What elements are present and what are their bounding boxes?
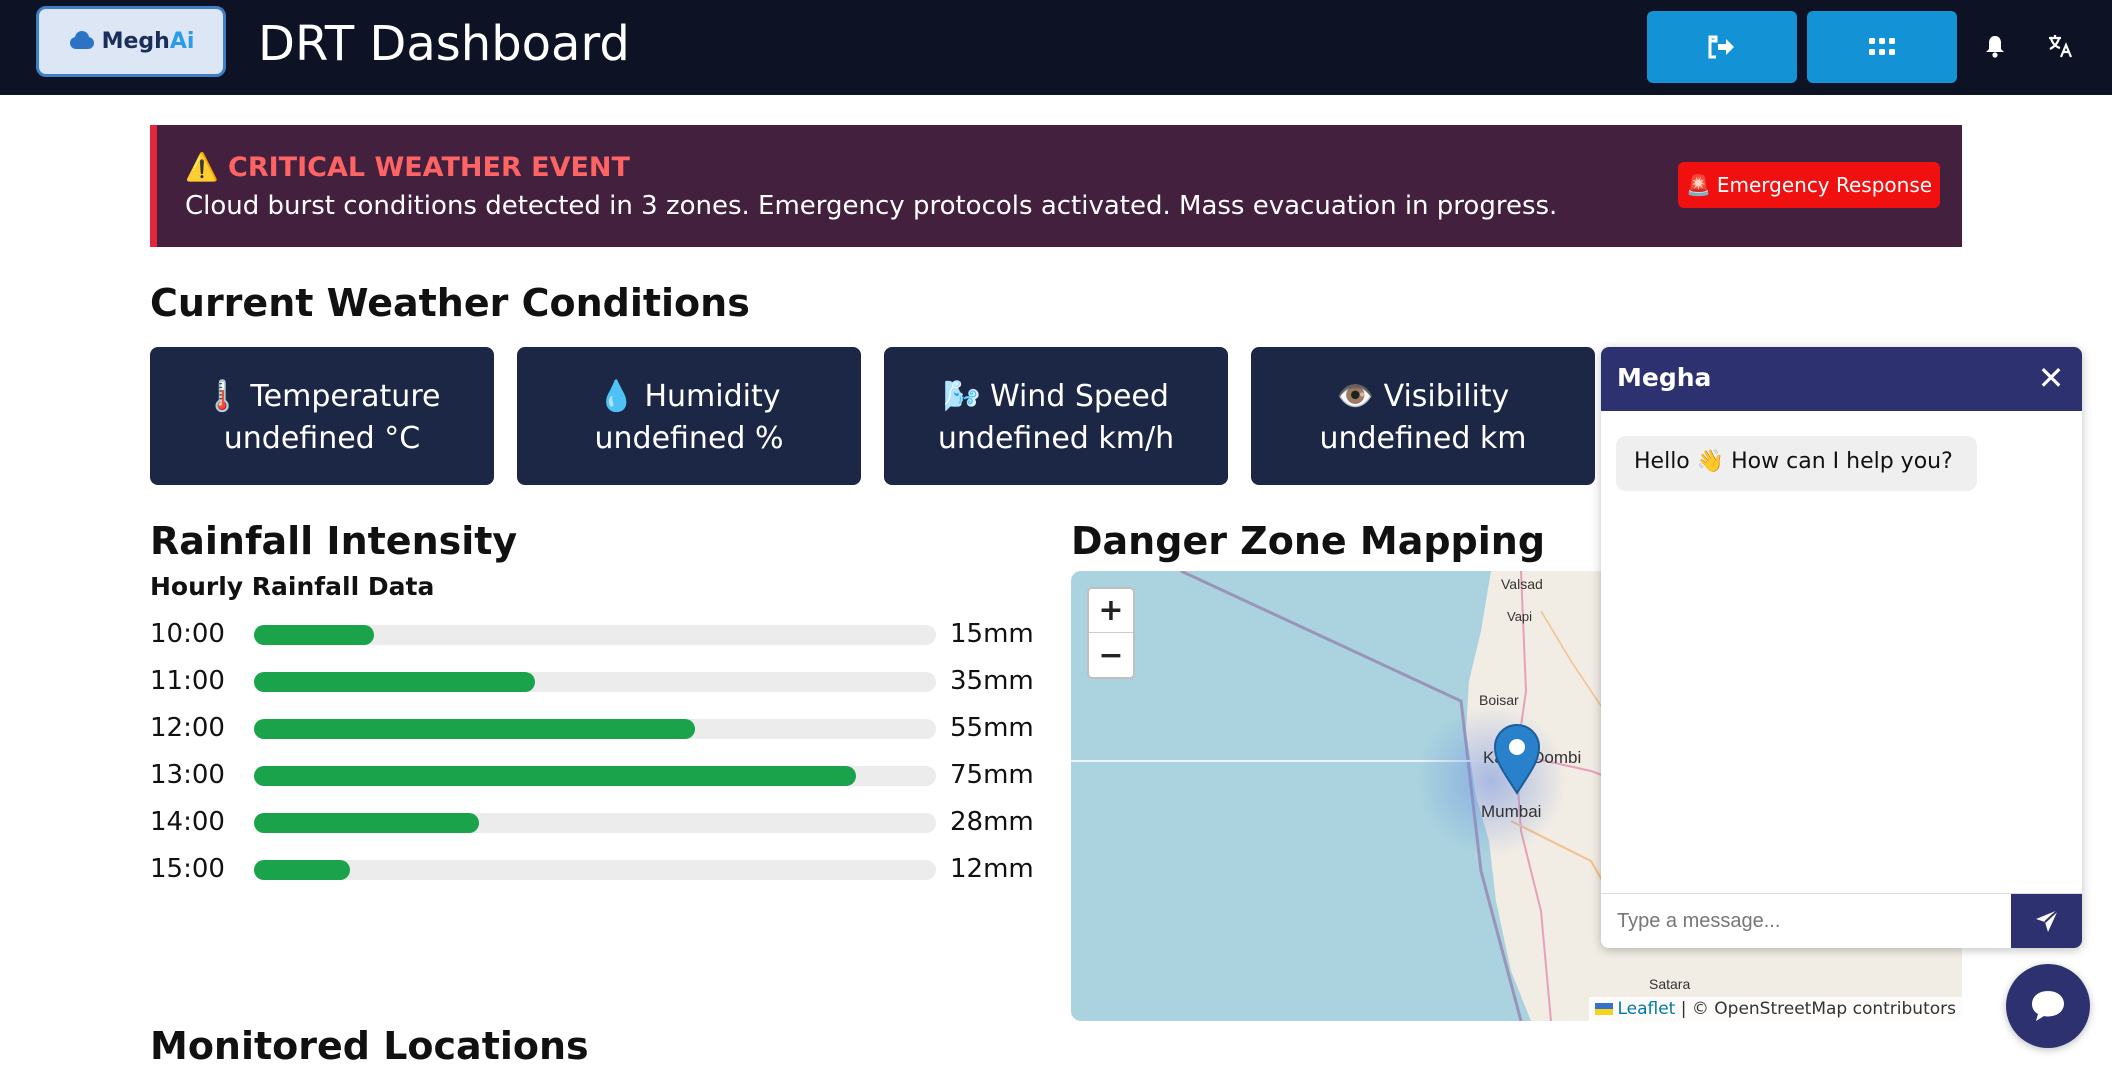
map-label: Vapi — [1507, 609, 1532, 624]
temperature-card: 🌡️ Temperature undefined °C — [150, 347, 494, 485]
translate-icon — [2049, 35, 2073, 58]
visibility-value: undefined km — [1319, 421, 1527, 456]
bot-message: Hello 👋 How can I help you? — [1616, 436, 1977, 491]
rainfall-amount: 75mm — [950, 760, 1034, 790]
apps-grid-icon — [1869, 38, 1895, 55]
leaflet-link[interactable]: Leaflet — [1617, 999, 1676, 1019]
alert-title: ⚠️ CRITICAL WEATHER EVENT — [185, 152, 630, 183]
wind-speed-value: undefined km/h — [937, 421, 1175, 456]
thermometer-icon: 🌡️ — [203, 379, 241, 414]
rainfall-row: 13:00 75mm — [150, 760, 1034, 790]
rainfall-bar-track — [254, 672, 936, 692]
rainfall-time: 13:00 — [150, 760, 225, 790]
weather-heading: Current Weather Conditions — [150, 281, 750, 325]
droplet-icon: 💧 — [597, 379, 635, 414]
map-attribution: Leaflet | © OpenStreetMap contributors — [1589, 997, 1962, 1021]
chat-toggle-button[interactable] — [2006, 964, 2090, 1048]
visibility-card: 👁️ Visibility undefined km — [1251, 347, 1595, 485]
chat-input-bar — [1601, 893, 2082, 948]
language-button[interactable] — [2044, 30, 2076, 62]
ukraine-flag-icon — [1595, 1003, 1614, 1015]
close-icon[interactable]: ✕ — [2037, 359, 2065, 397]
rainfall-row: 15:00 12mm — [150, 854, 1034, 884]
rainfall-bar — [254, 860, 351, 880]
wind-speed-card: 🌬️ Wind Speed undefined km/h — [884, 347, 1228, 485]
rainfall-bar-track — [254, 813, 936, 833]
rainfall-time: 14:00 — [150, 807, 225, 837]
logout-button[interactable] — [1647, 11, 1797, 83]
wind-icon: 🌬️ — [943, 379, 981, 414]
cloud-logo-icon — [68, 30, 96, 53]
chat-bubble-icon — [2032, 991, 2064, 1021]
rainfall-heading: Rainfall Intensity — [150, 519, 518, 563]
send-button[interactable] — [2011, 894, 2082, 948]
critical-weather-alert: ⚠️ CRITICAL WEATHER EVENT Cloud burst co… — [150, 125, 1962, 247]
warning-icon: ⚠️ — [185, 152, 219, 183]
rainfall-bar — [254, 766, 856, 786]
map-heading: Danger Zone Mapping — [1071, 519, 1546, 563]
humidity-card: 💧 Humidity undefined % — [517, 347, 861, 485]
rainfall-subheading: Hourly Rainfall Data — [150, 572, 435, 601]
alert-message: Cloud burst conditions detected in 3 zon… — [185, 191, 1558, 221]
send-icon — [2035, 909, 2059, 932]
rainfall-time: 15:00 — [150, 854, 225, 884]
eye-icon: 👁️ — [1336, 379, 1375, 414]
rainfall-row: 14:00 28mm — [150, 807, 1034, 837]
rainfall-bar — [254, 672, 535, 692]
rainfall-row: 11:00 35mm — [150, 666, 1034, 696]
rainfall-bar — [254, 719, 696, 739]
top-navbar: MeghAi DRT Dashboard — [0, 0, 2112, 95]
chat-message-input[interactable] — [1601, 894, 2011, 948]
rainfall-bar-track — [254, 766, 936, 786]
logo-text: MeghAi — [101, 29, 195, 54]
rainfall-bar — [254, 813, 479, 833]
humidity-value: undefined % — [594, 421, 784, 456]
map-label: Boisar — [1479, 692, 1519, 708]
rainfall-row: 10:00 15mm — [150, 619, 1034, 649]
emergency-response-button[interactable]: 🚨 Emergency Response — [1678, 162, 1940, 208]
chat-window: Megha ✕ Hello 👋 How can I help you? — [1601, 347, 2082, 948]
apps-menu-button[interactable] — [1807, 11, 1957, 83]
rainfall-amount: 15mm — [950, 619, 1034, 649]
rainfall-time: 11:00 — [150, 666, 225, 696]
rainfall-amount: 55mm — [950, 713, 1034, 743]
chat-header: Megha ✕ — [1601, 347, 2082, 411]
page-title: DRT Dashboard — [258, 16, 630, 72]
rainfall-amount: 28mm — [950, 807, 1034, 837]
rainfall-row: 12:00 55mm — [150, 713, 1034, 743]
rainfall-amount: 12mm — [950, 854, 1034, 884]
siren-icon: 🚨 — [1685, 173, 1711, 197]
rainfall-bar-track — [254, 625, 936, 645]
rainfall-bar-track — [254, 719, 936, 739]
rainfall-time: 12:00 — [150, 713, 225, 743]
map-label: Mumbai — [1481, 802, 1541, 821]
map-zoom-control: + − — [1087, 587, 1135, 679]
rainfall-bar — [254, 625, 375, 645]
location-marker-icon[interactable] — [1493, 724, 1541, 795]
zoom-out-button[interactable]: − — [1098, 637, 1124, 673]
meghai-logo-button[interactable]: MeghAi — [36, 6, 226, 77]
rainfall-time: 10:00 — [150, 619, 225, 649]
logout-icon — [1708, 35, 1734, 59]
temperature-value: undefined °C — [223, 421, 421, 456]
bell-icon — [1986, 36, 2004, 58]
map-label: Satara — [1649, 976, 1690, 992]
locations-heading: Monitored Locations — [150, 1024, 589, 1068]
map-label: Valsad — [1501, 576, 1543, 592]
chat-title: Megha — [1617, 363, 1712, 392]
notifications-button[interactable] — [1979, 30, 2011, 62]
zoom-in-button[interactable]: + — [1089, 589, 1133, 633]
rainfall-amount: 35mm — [950, 666, 1034, 696]
rainfall-bar-track — [254, 860, 936, 880]
